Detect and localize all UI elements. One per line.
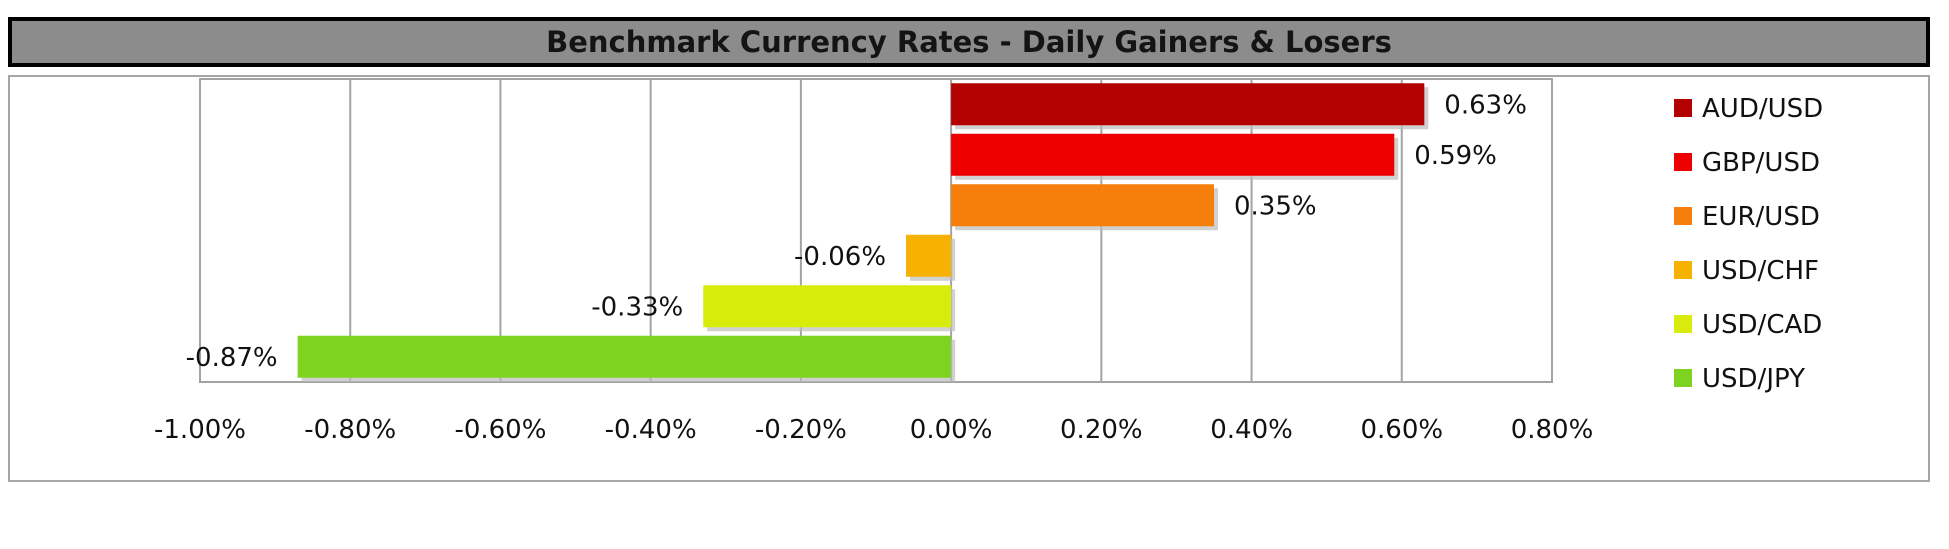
bar bbox=[703, 285, 952, 328]
chart-title-bar: Benchmark Currency Rates - Daily Gainers… bbox=[8, 17, 1930, 67]
bar bbox=[951, 184, 1214, 227]
x-tick-label: -0.40% bbox=[605, 415, 697, 445]
chart-title: Benchmark Currency Rates - Daily Gainers… bbox=[546, 25, 1392, 59]
data-label: -0.06% bbox=[794, 242, 886, 272]
x-tick-label: 0.00% bbox=[910, 415, 993, 445]
data-label: -0.87% bbox=[186, 343, 278, 373]
bar bbox=[906, 234, 952, 277]
data-label: 0.35% bbox=[1234, 191, 1317, 221]
bar bbox=[297, 335, 952, 378]
x-tick-label: 0.80% bbox=[1511, 415, 1594, 445]
legend-label: GBP/USD bbox=[1702, 148, 1820, 178]
data-label: 0.59% bbox=[1414, 141, 1497, 171]
x-tick-label: 0.20% bbox=[1060, 415, 1143, 445]
legend-label: USD/JPY bbox=[1702, 364, 1805, 394]
legend-swatch bbox=[1674, 207, 1692, 225]
legend-swatch bbox=[1674, 153, 1692, 171]
legend-label: USD/CAD bbox=[1702, 310, 1822, 340]
legend-swatch bbox=[1674, 369, 1692, 387]
legend-label: USD/CHF bbox=[1702, 256, 1819, 286]
x-tick-label: 0.60% bbox=[1360, 415, 1443, 445]
legend-swatch bbox=[1674, 99, 1692, 117]
plot-area bbox=[199, 78, 1553, 383]
bar bbox=[951, 133, 1395, 176]
x-tick-label: -0.80% bbox=[304, 415, 396, 445]
legend-swatch bbox=[1674, 261, 1692, 279]
x-tick-label: -0.60% bbox=[454, 415, 546, 445]
bar bbox=[951, 83, 1425, 126]
data-label: 0.63% bbox=[1444, 90, 1527, 120]
data-label: -0.33% bbox=[591, 292, 683, 322]
legend-label: AUD/USD bbox=[1702, 94, 1823, 124]
legend-swatch bbox=[1674, 315, 1692, 333]
x-tick-label: -1.00% bbox=[154, 415, 246, 445]
x-tick-label: 0.40% bbox=[1210, 415, 1293, 445]
x-tick-label: -0.20% bbox=[755, 415, 847, 445]
legend-label: EUR/USD bbox=[1702, 202, 1820, 232]
